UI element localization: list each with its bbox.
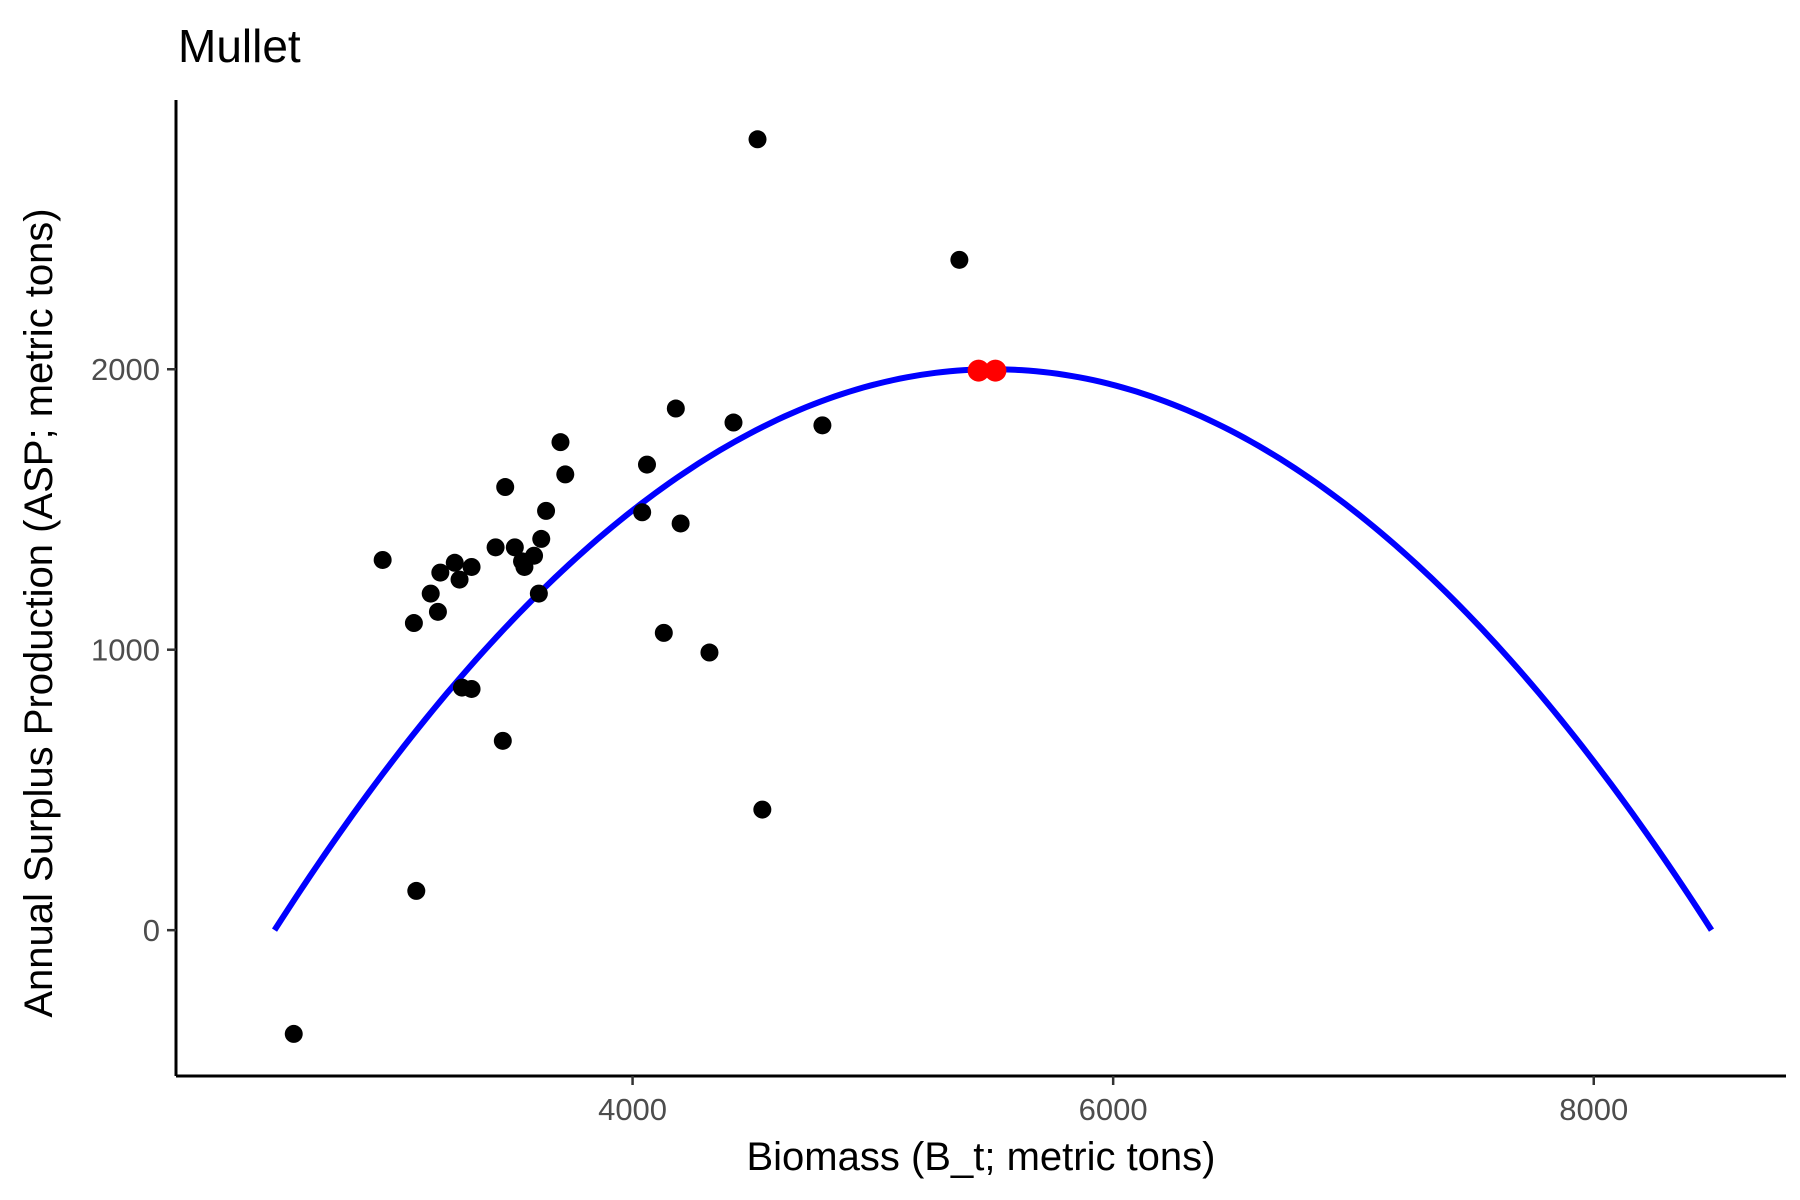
data-point: [748, 130, 767, 149]
data-point: [654, 623, 673, 642]
data-point: [450, 570, 469, 589]
data-point: [284, 1024, 303, 1043]
data-point: [486, 538, 505, 557]
y-tick-label: 2000: [91, 352, 160, 387]
data-point: [421, 584, 440, 603]
highlight-point: [967, 359, 990, 382]
data-point: [813, 416, 832, 435]
x-axis-title: Biomass (B_t; metric tons): [746, 1135, 1215, 1179]
chart-title: Mullet: [178, 20, 301, 72]
highlight-layer: [967, 359, 1007, 382]
data-point: [671, 514, 690, 533]
y-tick-label: 0: [143, 913, 160, 948]
y-axis-title: Annual Surplus Production (ASP; metric t…: [17, 208, 61, 1017]
x-tick-label: 6000: [1079, 1092, 1148, 1127]
data-point: [637, 455, 656, 474]
data-point: [537, 501, 556, 520]
data-point: [505, 538, 524, 557]
fitted-curve: [271, 366, 1715, 932]
data-point: [700, 643, 719, 662]
x-tick-label: 4000: [598, 1092, 667, 1127]
data-point: [551, 433, 570, 452]
curve-layer: [271, 366, 1715, 932]
highlight-point: [984, 359, 1007, 382]
data-point: [445, 553, 464, 572]
data-point: [462, 679, 481, 698]
data-point: [950, 250, 969, 269]
data-point: [633, 503, 652, 522]
data-point: [407, 881, 426, 900]
data-point: [428, 602, 447, 621]
data-point: [431, 563, 450, 582]
points-layer: [284, 130, 969, 1043]
data-point: [556, 465, 575, 484]
plot-area: [271, 130, 1715, 1043]
data-point: [404, 614, 423, 633]
data-point: [373, 550, 392, 569]
data-point: [493, 731, 512, 750]
data-point: [532, 529, 551, 548]
x-axis-ticks: 4000 6000 8000: [598, 1076, 1628, 1127]
data-point: [462, 557, 481, 576]
data-point: [724, 413, 743, 432]
data-point: [529, 584, 548, 603]
y-tick-label: 1000: [91, 633, 160, 668]
data-point: [496, 478, 515, 497]
y-axis-ticks: 0 1000 2000: [91, 352, 176, 948]
x-tick-label: 8000: [1559, 1092, 1628, 1127]
data-point: [666, 399, 685, 418]
data-point: [753, 800, 772, 819]
data-point: [525, 546, 544, 565]
